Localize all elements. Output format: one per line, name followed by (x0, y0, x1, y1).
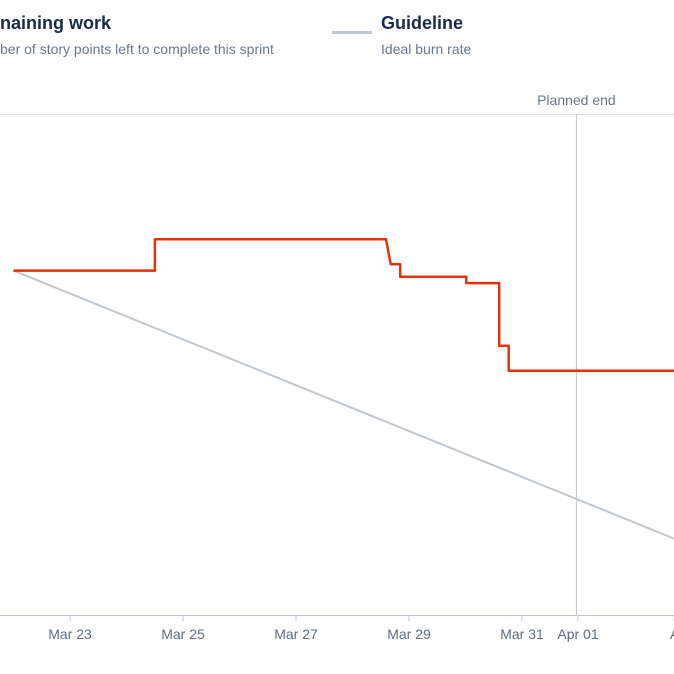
x-tick-label: A (670, 626, 674, 642)
x-tick-label: Mar 29 (387, 626, 431, 642)
legend-guideline-title: Guideline (381, 13, 464, 33)
series-line-guideline (13, 269, 674, 540)
x-tick-label: Mar 31 (500, 626, 544, 642)
x-tick-label: Mar 25 (161, 626, 205, 642)
planned-end-label: Planned end (537, 92, 616, 108)
x-tick-label: Mar 27 (274, 626, 318, 642)
legend-guideline-swatch (332, 31, 372, 34)
series-line-remaining-work (13, 238, 674, 373)
x-tick-label: Apr 01 (557, 626, 598, 642)
legend-remaining-subtitle: ber of story points left to complete thi… (0, 41, 274, 57)
x-tick-label: Mar 23 (48, 626, 92, 642)
legend-remaining-title: naining work (0, 13, 112, 33)
legend-guideline-subtitle: Ideal burn rate (381, 41, 472, 57)
